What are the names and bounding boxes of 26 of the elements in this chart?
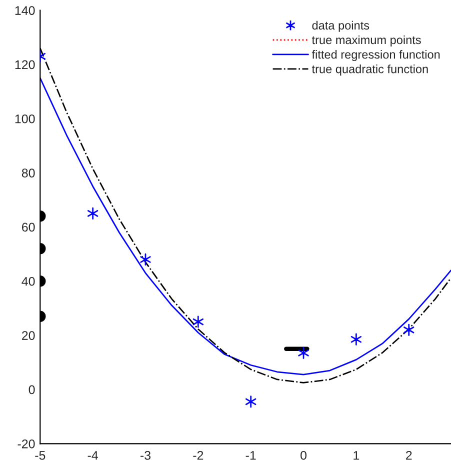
y-tick-label: 80 <box>22 168 35 178</box>
legend-label: true quadratic function <box>312 64 428 76</box>
point <box>245 396 256 408</box>
x-tick-label: -1 <box>246 451 256 460</box>
x-tick-label: -3 <box>140 450 150 460</box>
x-tick-label: 2 <box>406 450 412 460</box>
y-tick-label: 140 <box>15 6 35 15</box>
point <box>192 316 204 328</box>
point <box>404 324 414 336</box>
x-tick-label: -5 <box>35 451 46 460</box>
legend-label: data points <box>312 20 370 32</box>
point <box>350 333 362 346</box>
legend-label: fitted regression function <box>312 50 440 62</box>
x-tick-label: -2 <box>193 450 204 460</box>
y-tick-label: 60 <box>22 222 35 232</box>
x-tick-label: -4 <box>88 451 98 460</box>
point <box>298 346 309 359</box>
x-tick-label: 1 <box>354 451 360 460</box>
y-tick-label: 40 <box>22 276 35 286</box>
y-tick-label: 100 <box>15 114 35 124</box>
y-tick-label: 120 <box>15 60 35 70</box>
y-tick-label: 20 <box>22 331 35 340</box>
y-tick-label: -20 <box>18 439 35 448</box>
y-tick-label: 0 <box>28 385 35 394</box>
x-tick-label: 0 <box>300 450 306 460</box>
legend-label: true maximum points <box>312 35 421 46</box>
